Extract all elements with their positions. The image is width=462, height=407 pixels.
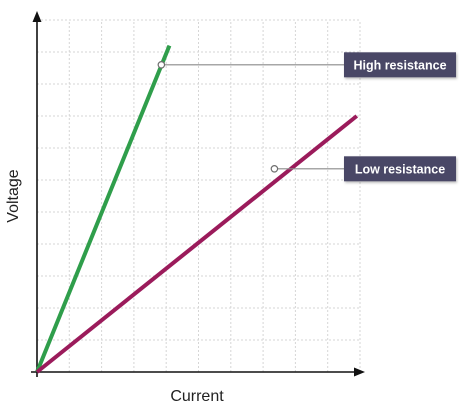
series-line-low-resistance: [35, 114, 359, 374]
marked-point-dot: [270, 165, 279, 173]
marked-point-dot: [157, 61, 166, 69]
callouts: High resistance Low resistance: [157, 52, 456, 182]
y-axis-label: Voltage: [5, 169, 22, 222]
grid: [37, 19, 361, 372]
axes: [31, 11, 365, 377]
callout-label: High resistance: [353, 58, 446, 72]
series-lines: [35, 44, 359, 374]
callout-box: [344, 156, 456, 182]
callout-box: [344, 52, 456, 78]
x-axis-label: Current: [170, 388, 224, 405]
x-axis-arrow-icon: [354, 367, 365, 377]
y-axis-arrow-icon: [32, 11, 42, 22]
callout-label: Low resistance: [355, 162, 445, 176]
callout-low-resistance: Low resistance: [270, 156, 456, 182]
series-line-high-resistance: [35, 44, 172, 373]
callout-high-resistance: High resistance: [157, 52, 456, 78]
